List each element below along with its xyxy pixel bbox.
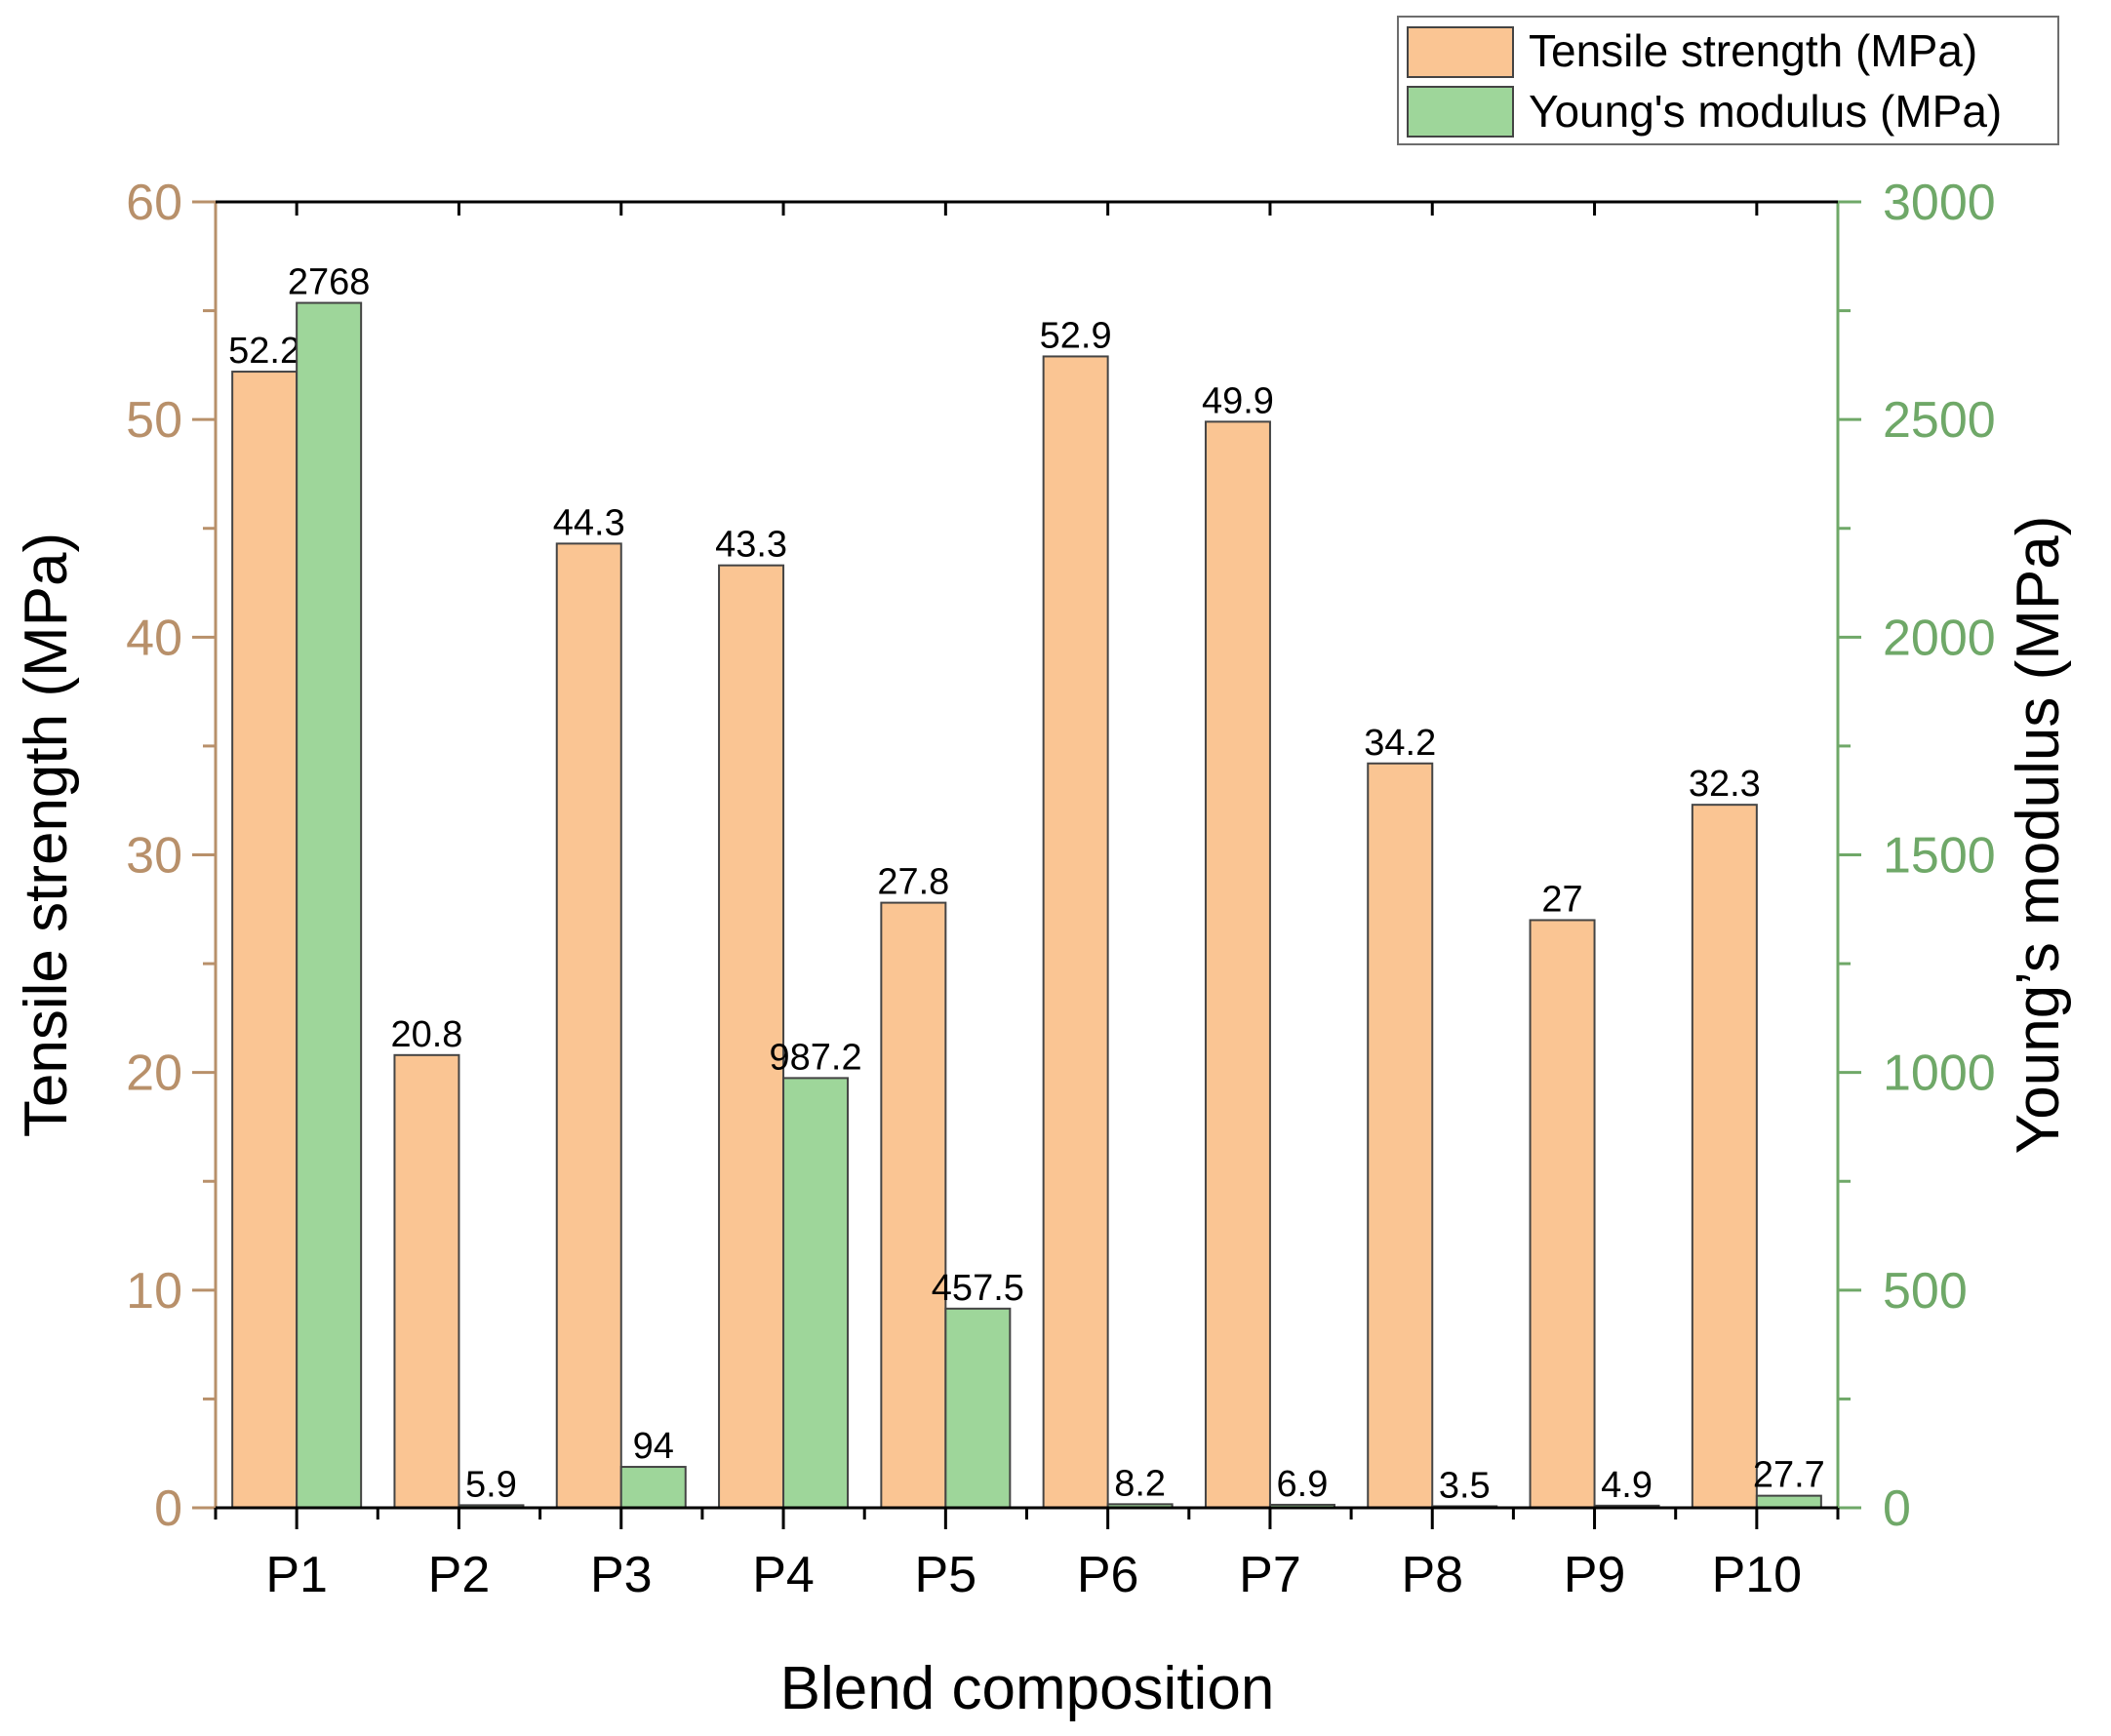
data-label-modulus-p4: 987.2 <box>770 1037 862 1078</box>
plot-area: 52.2 2768 20.8 5.9 44.3 94 43.3 987.2 27.8 457.5 5… <box>126 175 1996 1603</box>
left-y-tick-label: 50 <box>126 392 182 449</box>
x-tick-label-p10: P10 <box>1712 1547 1803 1603</box>
left-y-tick-label: 40 <box>126 610 182 666</box>
data-label-modulus-p8: 3.5 <box>1439 1465 1491 1506</box>
data-label-modulus-p7: 6.9 <box>1277 1464 1329 1505</box>
x-tick-label-p7: P7 <box>1239 1547 1301 1603</box>
bar-modulus-p4 <box>782 1077 850 1510</box>
left-y-tick-label: 20 <box>126 1046 182 1102</box>
right-y-tick-label: 0 <box>1883 1480 1911 1537</box>
legend: Tensile strength (MPa) Young's modulus (… <box>1397 16 2059 145</box>
bar-tensile-p1 <box>231 371 299 1510</box>
data-label-tensile-p2: 20.8 <box>390 1014 462 1055</box>
bar-modulus-p10 <box>1755 1494 1822 1510</box>
bar-modulus-p5 <box>944 1307 1012 1509</box>
right-y-tick-label: 500 <box>1883 1263 1968 1320</box>
right-y-tick-label: 2000 <box>1883 610 1996 666</box>
data-label-tensile-p7: 49.9 <box>1202 380 1274 421</box>
bar-tensile-p8 <box>1367 762 1434 1509</box>
legend-swatch-modulus <box>1407 86 1514 138</box>
bar-tensile-p2 <box>393 1053 460 1510</box>
data-label-modulus-p10: 27.7 <box>1753 1455 1825 1496</box>
bar-tensile-p7 <box>1204 420 1271 1510</box>
data-label-tensile-p6: 52.9 <box>1040 315 1112 356</box>
x-tick-label-p2: P2 <box>428 1547 491 1603</box>
bar-tensile-p6 <box>1042 355 1109 1509</box>
bar-tensile-p5 <box>880 901 947 1509</box>
left-y-tick-label: 30 <box>126 828 182 885</box>
x-tick-label-p3: P3 <box>590 1547 653 1603</box>
x-tick-label-p8: P8 <box>1401 1547 1463 1603</box>
left-y-tick-label: 10 <box>126 1263 182 1320</box>
x-tick-label-p5: P5 <box>915 1547 977 1603</box>
data-label-modulus-p6: 8.2 <box>1114 1463 1166 1504</box>
left-y-tick-label: 0 <box>154 1480 182 1537</box>
x-tick-label-p1: P1 <box>265 1547 328 1603</box>
x-tick-label-p4: P4 <box>752 1547 815 1603</box>
data-label-tensile-p4: 43.3 <box>715 525 787 566</box>
data-label-modulus-p2: 5.9 <box>465 1464 517 1505</box>
data-label-modulus-p3: 94 <box>633 1426 674 1467</box>
data-label-modulus-p1: 2768 <box>288 262 371 303</box>
bar-tensile-p10 <box>1691 804 1758 1509</box>
x-tick-label-p9: P9 <box>1564 1547 1626 1603</box>
data-label-tensile-p1: 52.2 <box>228 331 300 372</box>
data-label-modulus-p9: 4.9 <box>1601 1465 1653 1506</box>
bar-modulus-p3 <box>619 1466 687 1510</box>
left-y-axis-title: Tensile strength (MPa) <box>13 533 80 1137</box>
legend-label-tensile: Tensile strength (MPa) <box>1529 25 1977 76</box>
right-y-axis-title: Young’s modulus (MPa) <box>2005 516 2072 1155</box>
data-label-modulus-p5: 457.5 <box>932 1268 1024 1309</box>
right-y-tick-label: 3000 <box>1883 175 1996 231</box>
legend-label-modulus: Young's modulus (MPa) <box>1529 86 2002 137</box>
x-axis-title: Blend composition <box>780 1655 1275 1722</box>
bar-tensile-p9 <box>1529 919 1596 1509</box>
data-label-tensile-p8: 34.2 <box>1364 723 1436 764</box>
left-y-tick-label: 60 <box>126 175 182 231</box>
bar-modulus-p1 <box>296 301 363 1510</box>
right-y-tick-label: 2500 <box>1883 392 1996 449</box>
data-label-tensile-p9: 27 <box>1541 879 1582 920</box>
right-y-tick-label: 1000 <box>1883 1046 1996 1102</box>
data-label-tensile-p3: 44.3 <box>553 502 625 543</box>
right-y-tick-label: 1500 <box>1883 828 1996 885</box>
legend-swatch-tensile <box>1407 26 1514 78</box>
data-label-tensile-p5: 27.8 <box>877 862 949 903</box>
data-label-tensile-p10: 32.3 <box>1689 764 1761 805</box>
bar-tensile-p3 <box>555 542 622 1509</box>
x-tick-label-p6: P6 <box>1077 1547 1139 1603</box>
